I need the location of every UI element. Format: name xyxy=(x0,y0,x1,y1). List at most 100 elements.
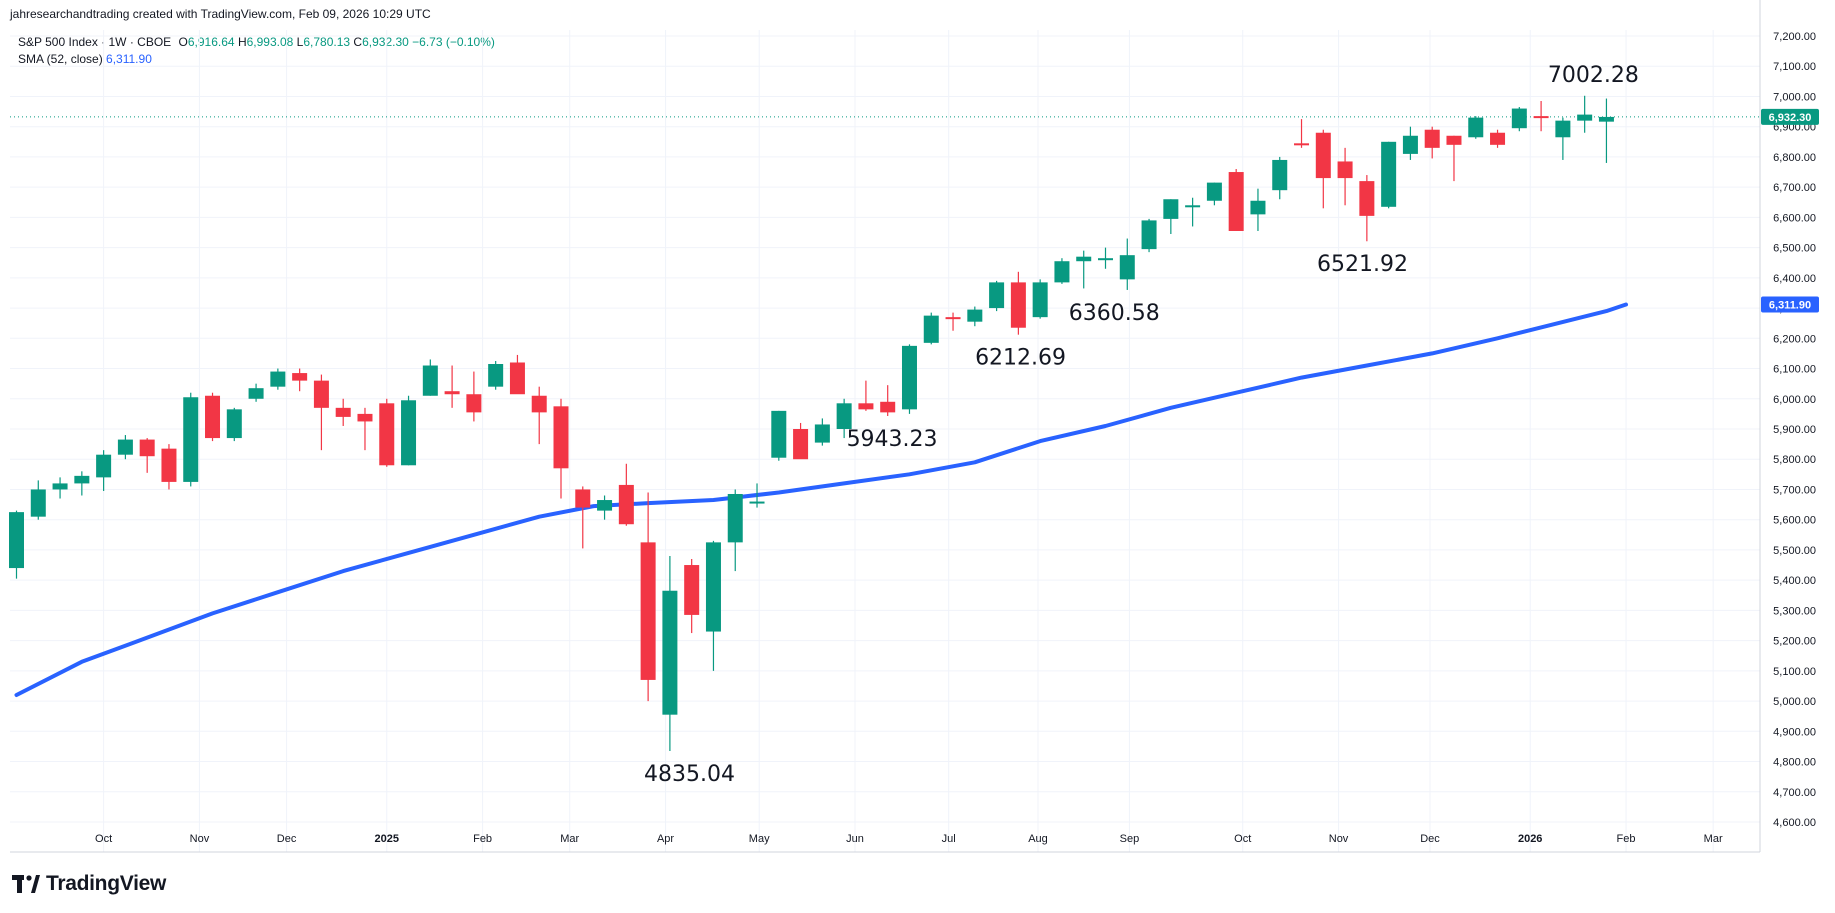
symbol-name[interactable]: S&P 500 Index · 1W · CBOE xyxy=(18,35,172,49)
last-price-badge: 6,932.30 xyxy=(1761,108,1819,125)
last-price-badge-text: 6,932.30 xyxy=(1769,112,1812,124)
candle-body xyxy=(880,401,896,413)
sma-value-badge-bg xyxy=(1761,296,1819,313)
candle xyxy=(727,489,743,572)
candle-body xyxy=(379,403,395,466)
candle-body xyxy=(1206,182,1222,201)
candle-body xyxy=(139,439,155,457)
candle xyxy=(1141,218,1157,253)
candle xyxy=(1490,129,1506,148)
candle xyxy=(466,371,482,422)
sma-line xyxy=(14,302,1628,697)
y-tick-label: 7,100.00 xyxy=(1773,61,1816,73)
x-tick-label: 2026 xyxy=(1518,833,1542,845)
candle xyxy=(1185,197,1201,227)
candle xyxy=(618,463,634,526)
candle xyxy=(139,438,155,473)
candle xyxy=(771,410,787,461)
candle xyxy=(30,480,46,520)
candle-body xyxy=(1228,172,1244,231)
y-tick-label: 6,700.00 xyxy=(1773,182,1816,194)
x-tick-label: May xyxy=(749,833,770,845)
candle xyxy=(1294,119,1310,148)
tradingview-logo-text: TradingView xyxy=(46,872,167,895)
candle-body xyxy=(684,565,700,615)
high-value: 6,993.08 xyxy=(246,35,294,49)
candle xyxy=(1315,129,1331,209)
candle-body xyxy=(96,454,112,478)
y-tick-label: 6,500.00 xyxy=(1773,243,1816,255)
candle xyxy=(1533,100,1549,132)
candle-body xyxy=(662,590,678,715)
candle xyxy=(640,492,656,702)
sma-label[interactable]: SMA (52, close) xyxy=(18,52,103,66)
candle xyxy=(422,359,438,396)
candle xyxy=(509,354,525,395)
candle xyxy=(74,471,90,496)
sma-legend[interactable]: SMA (52, close) 6,311.90 xyxy=(18,52,152,66)
candle-body xyxy=(1490,132,1506,145)
x-tick-label: Jul xyxy=(942,833,956,845)
x-tick-label: Dec xyxy=(1420,833,1440,845)
x-tick-label: 2025 xyxy=(375,833,399,845)
candle-body xyxy=(1511,108,1527,129)
candle xyxy=(1119,238,1135,290)
candle xyxy=(575,486,591,549)
candle-body xyxy=(1054,261,1070,283)
last-price-badge-bg xyxy=(1761,108,1819,125)
candle xyxy=(96,450,112,491)
candle-body xyxy=(814,424,830,443)
candle-body xyxy=(1468,117,1484,138)
candle xyxy=(1381,141,1397,209)
candle-body xyxy=(597,500,613,511)
candle-body xyxy=(466,394,482,413)
candle-body xyxy=(183,397,199,482)
x-tick-label: Aug xyxy=(1028,833,1048,845)
y-tick-label: 7,000.00 xyxy=(1773,91,1816,103)
candle xyxy=(1511,107,1527,132)
candle xyxy=(357,407,373,451)
candle xyxy=(1402,126,1418,160)
sma-layer xyxy=(10,116,1760,697)
candle-body xyxy=(1185,205,1201,208)
candle-body xyxy=(509,362,525,395)
candle-body xyxy=(1250,200,1266,215)
candle-body xyxy=(640,542,656,680)
candle-body xyxy=(1424,129,1440,148)
high-label: H xyxy=(237,35,247,49)
candle-body xyxy=(1294,143,1310,146)
y-tick-label: 5,900.00 xyxy=(1773,424,1816,436)
candle-body xyxy=(1119,255,1135,280)
y-tick-label: 6,400.00 xyxy=(1773,273,1816,285)
candle xyxy=(945,312,961,331)
candle xyxy=(1555,117,1571,160)
candle-body xyxy=(836,403,852,429)
y-tick-label: 5,600.00 xyxy=(1773,515,1816,527)
tradingview-logo[interactable]: TradingView xyxy=(12,872,166,896)
x-tick-label: Dec xyxy=(277,833,297,845)
candle xyxy=(989,280,1005,312)
candle-body xyxy=(1533,116,1549,119)
candle-body xyxy=(335,407,351,417)
candle-body xyxy=(1446,135,1462,145)
candle xyxy=(1577,95,1593,133)
candle xyxy=(248,383,264,402)
x-tick-label: Nov xyxy=(1329,833,1349,845)
candle xyxy=(161,444,177,490)
candle xyxy=(1054,258,1070,284)
y-tick-label: 5,500.00 xyxy=(1773,545,1816,557)
symbol-legend[interactable]: S&P 500 Index · 1W · CBOE O6,916.64 H6,9… xyxy=(18,35,495,49)
close-label: C xyxy=(353,35,363,49)
candle-body xyxy=(52,483,68,490)
candle xyxy=(901,344,917,414)
sma-value: 6,311.90 xyxy=(106,52,152,66)
candle xyxy=(444,365,460,408)
candle xyxy=(662,555,678,751)
close-value: 6,932.30 xyxy=(362,35,409,49)
candle xyxy=(1337,147,1353,206)
candle xyxy=(9,510,24,579)
candle-body xyxy=(1076,256,1092,262)
x-tick-label: Mar xyxy=(1704,833,1723,845)
candle-body xyxy=(422,365,438,396)
